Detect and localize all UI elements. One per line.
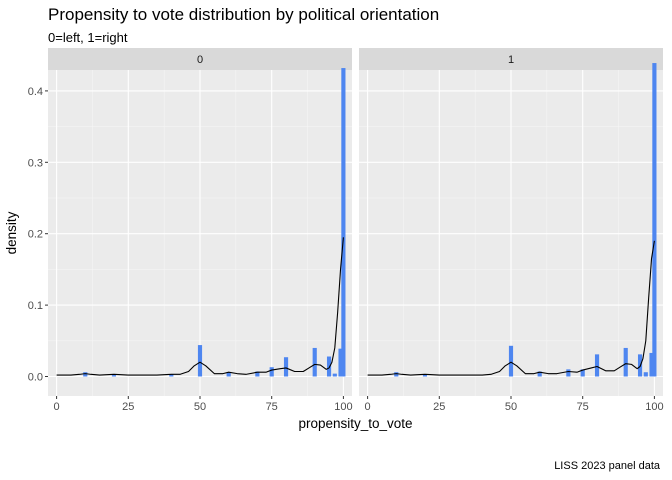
histogram-bar (255, 371, 260, 377)
histogram-bar (338, 348, 343, 377)
x-tick-label: 25 (122, 401, 134, 413)
histogram-bar (83, 372, 88, 377)
histogram-bar (394, 372, 399, 377)
histogram-bar (269, 367, 274, 377)
histogram-bar (623, 347, 628, 377)
chart-caption: LISS 2023 panel data (554, 460, 660, 472)
x-tick-label: 75 (577, 401, 589, 413)
histogram-bar (111, 375, 117, 377)
histogram-bar (332, 373, 337, 377)
histogram-bar (508, 345, 514, 377)
facet-strip (359, 48, 663, 70)
y-tick-label: 0.4 (28, 86, 43, 98)
facet-strip-label: 0 (197, 54, 203, 66)
facet-strip (48, 48, 352, 70)
histogram-bar (169, 374, 174, 377)
density-curve (367, 240, 655, 376)
chart-title: Propensity to vote distribution by polit… (48, 5, 440, 24)
histogram-bar (649, 352, 654, 377)
histogram-bar (580, 369, 585, 377)
density-curve (56, 237, 344, 376)
histogram-bar (197, 345, 203, 377)
histogram-bar (643, 372, 648, 377)
histogram-bar (422, 374, 428, 377)
histogram-bar (283, 357, 289, 377)
facet-strip-label: 1 (508, 54, 514, 66)
x-tick-label: 100 (645, 401, 663, 413)
chart-subtitle: 0=left, 1=right (48, 30, 128, 45)
x-tick-label: 0 (54, 401, 60, 413)
x-tick-label: 75 (266, 401, 278, 413)
x-tick-label: 100 (334, 401, 352, 413)
y-axis-title: density (4, 211, 19, 254)
histogram-bar (652, 63, 657, 377)
histogram-bar (566, 369, 571, 377)
y-tick-label: 0.3 (28, 157, 43, 169)
histogram-bar (537, 371, 542, 377)
histogram-bar (226, 372, 231, 377)
histogram-bar (326, 356, 332, 377)
y-tick-label: 0.0 (28, 372, 43, 384)
x-tick-label: 50 (194, 401, 206, 413)
histogram-bar (312, 347, 317, 377)
x-tick-label: 0 (365, 401, 371, 413)
x-tick-label: 25 (433, 401, 445, 413)
y-tick-label: 0.2 (28, 229, 43, 241)
x-tick-label: 50 (505, 401, 517, 413)
histogram-bar (594, 354, 600, 377)
y-tick-label: 0.1 (28, 300, 43, 312)
x-axis-title: propensity_to_vote (298, 416, 412, 431)
histogram-bar (341, 68, 346, 377)
